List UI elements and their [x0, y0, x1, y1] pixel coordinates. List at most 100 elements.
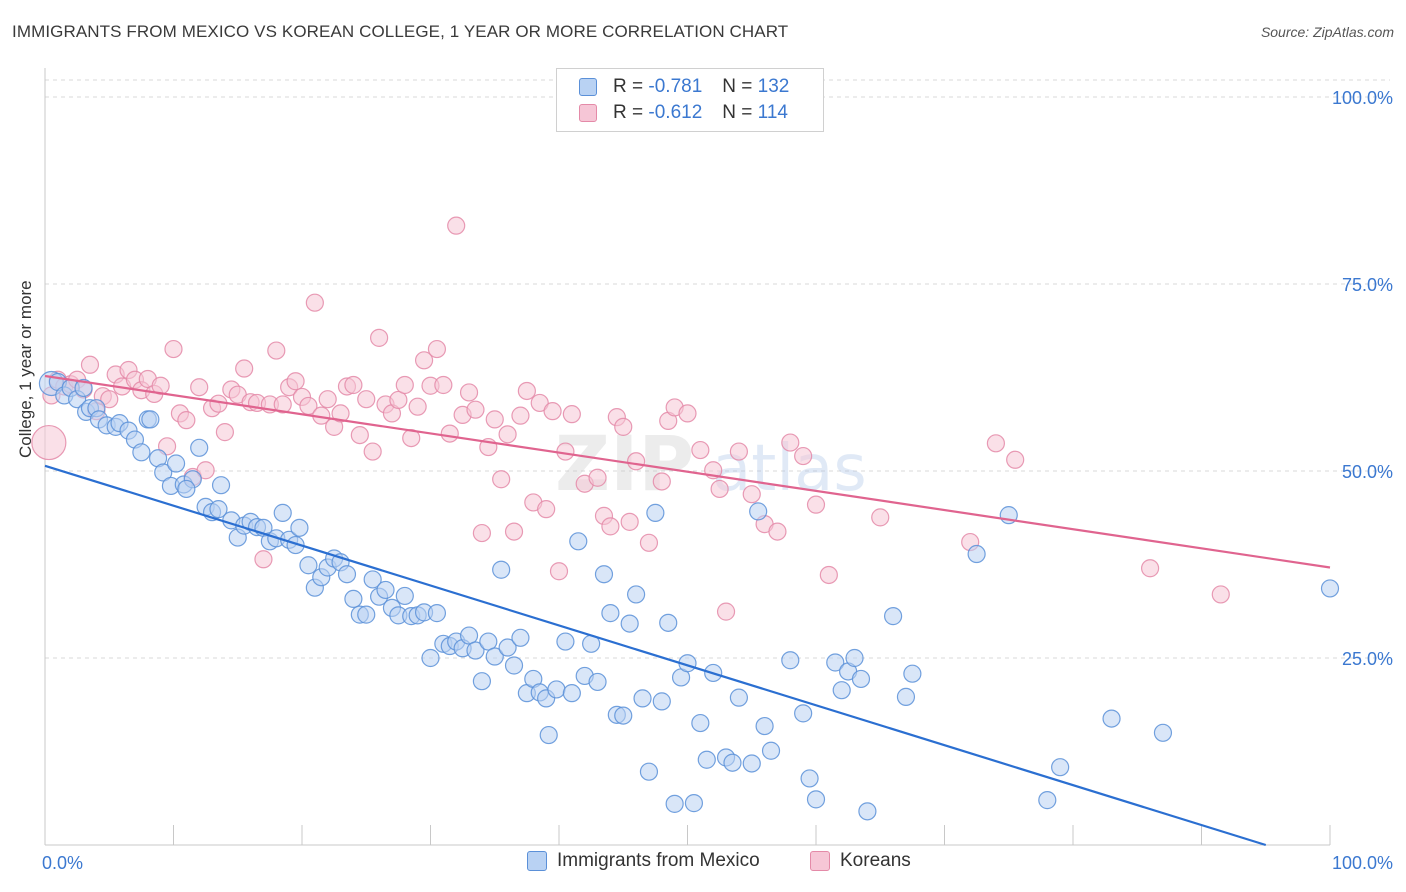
koreans-point	[472, 523, 491, 543]
mexico-point	[620, 614, 639, 633]
mexico-point	[761, 741, 781, 760]
legend-row-koreans: R = -0.612 N = 114	[579, 100, 788, 126]
koreans-point	[215, 423, 234, 442]
koreans-point	[267, 341, 286, 360]
koreans-point	[601, 517, 620, 536]
mexico-point	[1153, 723, 1173, 742]
mexico-point	[832, 681, 851, 700]
koreans-point	[626, 452, 646, 471]
koreans-point	[871, 508, 890, 527]
koreans-point	[350, 425, 369, 445]
mexico-point	[601, 604, 620, 623]
koreans-point	[286, 372, 305, 391]
mexico-point	[684, 794, 704, 813]
y-tick-label: 50.0%	[1342, 462, 1393, 482]
mexico-point	[800, 769, 819, 788]
mexico-trend-line	[44, 464, 1267, 847]
mexico-point	[826, 653, 845, 672]
mexico-point	[1038, 791, 1057, 810]
koreans-point	[344, 375, 363, 395]
koreans-point	[235, 359, 254, 378]
legend-n-label: N =	[722, 76, 753, 97]
koreans-point	[691, 440, 710, 460]
koreans-point	[164, 339, 183, 359]
mexico-point	[639, 762, 659, 781]
koreans-point	[562, 405, 581, 424]
series-legend-koreans[interactable]: Koreans	[810, 850, 911, 872]
koreans-point	[678, 404, 697, 423]
koreans-point	[273, 395, 292, 414]
mexico-point	[556, 632, 575, 651]
mexico-point	[896, 687, 916, 706]
y-tick-label: 75.0%	[1342, 275, 1393, 295]
koreans-point	[794, 446, 813, 466]
series-name-koreans: Koreans	[840, 850, 911, 871]
mexico-point	[395, 586, 414, 606]
koreans-point	[556, 442, 575, 461]
koreans-point	[447, 216, 466, 235]
koreans-point	[639, 533, 659, 552]
koreans-point	[459, 383, 479, 402]
koreans-point	[806, 495, 826, 514]
mexico-point	[749, 502, 768, 521]
correlation-legend: R = -0.781 N = 132 R = -0.612 N = 114	[556, 68, 824, 132]
mexico-point	[539, 725, 558, 745]
mexico-point	[427, 604, 447, 623]
mexico-point	[211, 476, 231, 495]
mexico-points	[38, 370, 1340, 821]
mexico-point	[652, 692, 671, 711]
koreans-point	[543, 402, 562, 421]
koreans-point	[434, 375, 453, 395]
mexico-point	[633, 689, 652, 708]
koreans-point	[177, 411, 196, 430]
koreans-point	[305, 293, 324, 312]
legend-swatch-mexico	[579, 78, 597, 96]
mexico-point	[498, 638, 517, 657]
koreans-point	[1140, 559, 1160, 578]
mexico-point	[562, 684, 581, 703]
mexico-point	[363, 570, 382, 589]
mexico-point	[794, 704, 813, 723]
mexico-point	[858, 802, 877, 821]
koreans-point	[742, 485, 761, 504]
koreans-point	[395, 375, 414, 395]
koreans-point	[440, 424, 459, 443]
mexico-point	[459, 626, 479, 645]
mexico-point	[781, 651, 800, 670]
x-tick-labels: 0.0% 100.0%	[42, 853, 1393, 873]
legend-r-value-mexico: -0.781	[648, 76, 703, 97]
mexico-point	[594, 565, 614, 584]
series-name-mexico: Immigrants from Mexico	[557, 850, 760, 871]
koreans-point	[768, 522, 787, 541]
mexico-point	[967, 544, 986, 564]
mexico-point	[1051, 758, 1070, 777]
koreans-point	[710, 479, 729, 499]
koreans-point	[517, 381, 536, 401]
mexico-point	[466, 641, 485, 660]
mexico-point	[337, 565, 357, 584]
legend-swatch-koreans	[579, 104, 597, 122]
koreans-point	[498, 425, 517, 444]
koreans-point	[549, 562, 569, 581]
y-tick-label: 100.0%	[1332, 88, 1393, 108]
mexico-point	[132, 443, 151, 462]
koreans-point	[190, 378, 209, 397]
koreans-point	[652, 472, 671, 491]
mexico-point	[177, 479, 196, 499]
koreans-point	[80, 355, 100, 374]
koreans-point	[100, 390, 119, 409]
series-legend-mexico[interactable]: Immigrants from Mexico	[527, 850, 760, 872]
mexico-point	[492, 560, 511, 579]
mexico-point	[626, 585, 646, 604]
koreans-point	[819, 565, 838, 585]
mexico-point	[376, 580, 395, 600]
mexico-point	[845, 648, 864, 668]
y-tick-labels: 100.0% 75.0% 50.0% 25.0%	[1332, 88, 1393, 669]
mexico-point	[166, 454, 186, 473]
koreans-point	[254, 550, 273, 569]
x-tick-label: 100.0%	[1332, 853, 1393, 873]
x-tick-label: 0.0%	[42, 853, 83, 873]
mexico-point	[588, 672, 607, 692]
mexico-point	[806, 790, 826, 809]
